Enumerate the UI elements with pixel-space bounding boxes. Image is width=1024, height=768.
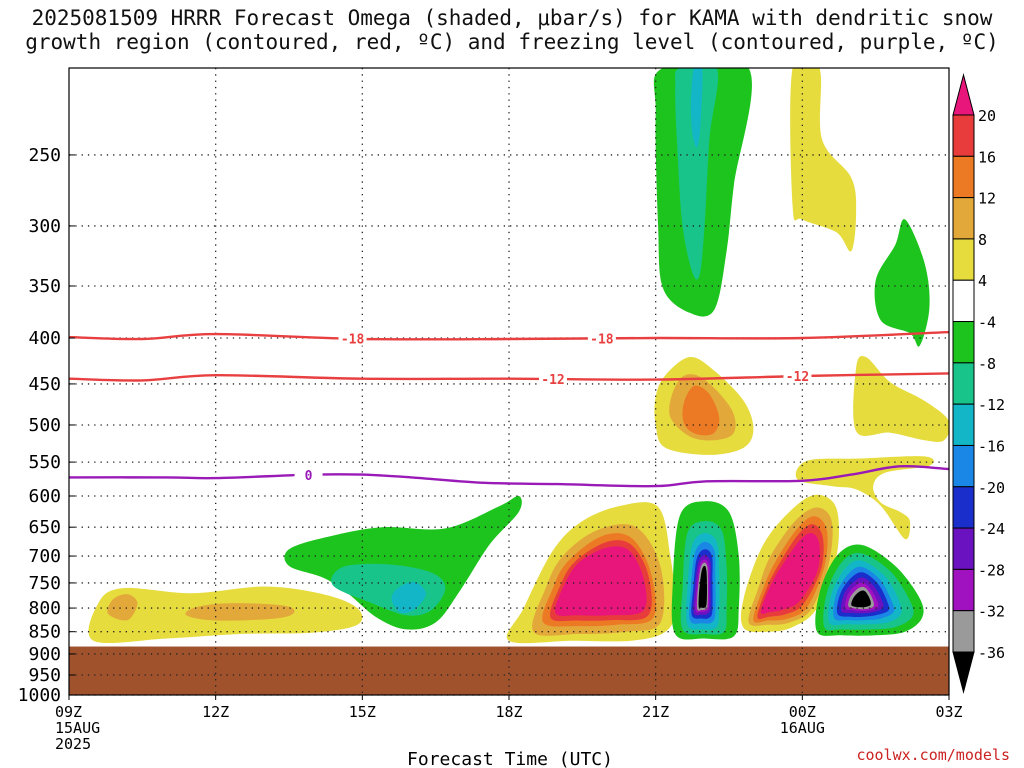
- omega-region-19: [698, 565, 707, 609]
- colorbar-tick-label: -24: [978, 520, 1005, 538]
- y-tick-label: 350: [28, 276, 61, 297]
- omega-region-33: [851, 590, 871, 608]
- omega-shading: [88, 68, 949, 644]
- contour-label: -18: [590, 332, 614, 347]
- colorbar: 20 16 12 8 4 -4 -8 -12 -16 -20 -24 -28 -32 -36: [952, 73, 1005, 694]
- credit-text: coolwx.com/models: [856, 746, 1010, 764]
- x-tick-sublabel: 15AUG: [55, 719, 100, 737]
- y-tick-label: 550: [28, 452, 61, 473]
- x-tick-label: 12Z: [202, 703, 229, 721]
- contour-line: [69, 464, 949, 488]
- y-tick-label: 650: [28, 517, 61, 538]
- y-tick-label: 250: [28, 145, 61, 166]
- omega-region-42: [853, 356, 949, 442]
- y-tick-label: 450: [28, 374, 61, 395]
- y-tick-label: 750: [28, 573, 61, 594]
- colorbar-box: [952, 444, 975, 488]
- omega-region-38: [874, 219, 930, 347]
- y-tick-label: 800: [28, 598, 61, 619]
- colorbar-box: [952, 486, 975, 529]
- x-tick-label: 00Z: [789, 703, 816, 721]
- contour-line: [69, 330, 949, 341]
- colorbar-tick-label: 20: [978, 107, 996, 125]
- y-tick-label: 850: [28, 622, 61, 643]
- contour-label: -18: [341, 333, 365, 348]
- x-tick-sublabel: 16AUG: [780, 719, 825, 737]
- colorbar-box: [952, 568, 975, 612]
- colorbar-box: [952, 114, 975, 157]
- colorbar-box: [952, 610, 975, 653]
- colorbar-tick-label: 12: [978, 190, 996, 208]
- contour-label-bg: [539, 369, 567, 386]
- omega-region-10: [555, 546, 647, 616]
- x-tick-label: 15Z: [349, 703, 376, 721]
- y-tick-label: 500: [28, 415, 61, 436]
- y-tick-label: 950: [28, 665, 61, 686]
- y-tick-label: 600: [28, 486, 61, 507]
- omega-region-3: [284, 495, 522, 630]
- x-tick-label: 09Z: [55, 703, 82, 721]
- colorbar-box: [952, 321, 975, 364]
- chart-title: 2025081509 HRRR Forecast Omega (shaded, …: [0, 6, 1024, 54]
- title-line-2: growth region (contoured, red, ºC) and f…: [25, 30, 999, 54]
- y-tick-label: 900: [28, 644, 61, 665]
- omega-region-1: [107, 594, 138, 621]
- colorbar-box: [952, 197, 975, 240]
- colorbar-tick-label: 4: [978, 272, 987, 290]
- omega-region-2: [185, 603, 295, 621]
- colorbar-box: [952, 527, 975, 570]
- contour-label-bg: [587, 329, 616, 346]
- colorbar-box: [952, 403, 975, 446]
- contour-label: -12: [786, 370, 809, 385]
- y-tick-label: 700: [28, 546, 61, 567]
- x-tick-sublabel: 2025: [55, 735, 91, 753]
- colorbar-box: [952, 279, 975, 323]
- colorbar-tick-label: -20: [978, 479, 1005, 497]
- omega-region-41: [682, 385, 720, 436]
- contour-label-bg: [783, 367, 812, 384]
- contour-label: 0: [305, 469, 313, 484]
- colorbar-box: [952, 238, 975, 281]
- x-tick-label: 03Z: [935, 703, 962, 721]
- terrain-fill: [69, 646, 949, 695]
- colorbar-tick-label: -16: [978, 437, 1005, 455]
- colorbar-tick-label: 16: [978, 148, 996, 166]
- colorbar-tick-label: -36: [978, 644, 1005, 662]
- omega-region-24: [760, 532, 820, 614]
- x-tick-label: 21Z: [642, 703, 669, 721]
- x-tick-label: 18Z: [495, 703, 522, 721]
- y-tick-label: 400: [28, 328, 61, 349]
- colorbar-box: [952, 155, 975, 199]
- y-tick-label: 300: [28, 216, 61, 237]
- colorbar-top-arrow: [952, 73, 975, 116]
- contour-label: -12: [541, 373, 564, 388]
- contour-label-bg: [294, 465, 323, 482]
- colorbar-tick-label: -32: [978, 603, 1005, 621]
- terrain-layer: [69, 646, 949, 695]
- omega-region-5: [391, 581, 426, 614]
- colorbar-tick-label: -4: [978, 314, 996, 332]
- colorbar-box: [952, 362, 975, 405]
- contour-labels: -18 -18 -12 -12 0: [294, 329, 812, 484]
- y-axis: 2503003504004505005506006507007508008509…: [18, 145, 75, 706]
- omega-region-36: [690, 68, 703, 148]
- title-line-1: 2025081509 HRRR Forecast Omega (shaded, …: [31, 6, 993, 30]
- colorbar-tick-label: -28: [978, 561, 1005, 579]
- colorbar-tick-label: -12: [978, 396, 1005, 414]
- contour-label-bg: [338, 329, 367, 346]
- x-axis-title: Forecast Time (UTC): [407, 749, 613, 768]
- colorbar-tick-label: -8: [978, 355, 996, 373]
- colorbar-tick-label: 8: [978, 231, 987, 249]
- colorbar-bottom-arrow: [952, 651, 975, 694]
- y-tick-label: 1000: [18, 685, 61, 706]
- omega-region-37: [790, 68, 857, 252]
- omega-region-35: [675, 68, 719, 280]
